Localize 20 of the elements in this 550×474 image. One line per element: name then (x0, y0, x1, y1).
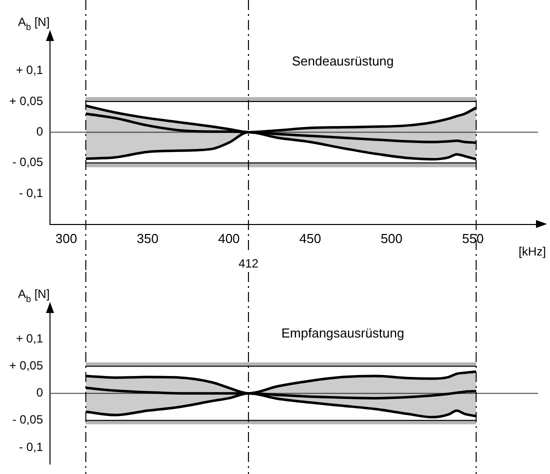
y-tick-label: - 0,05 (12, 155, 44, 170)
y-tick-label: 0 (36, 386, 44, 400)
y-tick-label: + 0,1 (16, 331, 44, 346)
y-tick-label: - 0,1 (18, 440, 44, 454)
x-axis-title: [kHz] (518, 244, 546, 259)
y-tick-label: + 0,05 (9, 94, 44, 108)
x-tick-label: 400 (218, 230, 240, 246)
x-tick-label: 350 (136, 230, 158, 246)
x-tick-label: 300 (55, 230, 78, 246)
text: Empfangsausrüstung (281, 326, 404, 341)
y-tick-label: + 0,05 (9, 358, 44, 373)
ref-line-label: 412 (238, 256, 259, 270)
x-tick-label: 500 (380, 230, 402, 246)
y-tick-label: 0 (36, 124, 44, 139)
text: Sendeausrüstung (292, 54, 394, 69)
x-tick-label: 550 (462, 230, 484, 246)
y-tick-label: - 0,1 (18, 186, 44, 200)
y-tick-label: - 0,05 (12, 412, 44, 427)
x-tick-label: 450 (299, 230, 322, 246)
y-tick-label: + 0,1 (16, 63, 44, 78)
